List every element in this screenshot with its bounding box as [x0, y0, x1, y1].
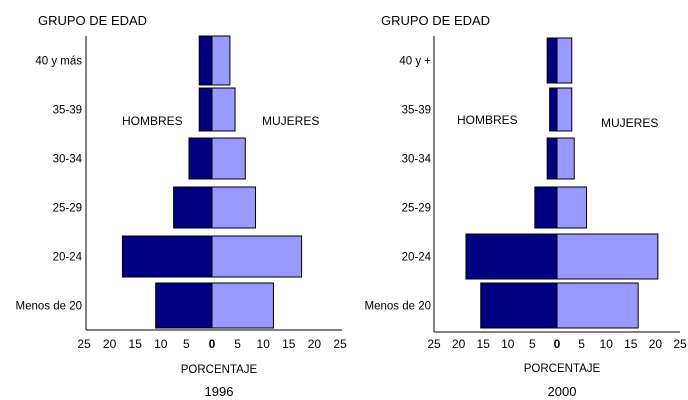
x-tick-label: 15 [282, 337, 296, 351]
x-tick-label: 25 [333, 337, 347, 351]
bar-mujeres-3 [211, 186, 257, 229]
x-tick-label: 10 [257, 337, 271, 351]
category-label: Menos de 20 [16, 301, 83, 313]
x-tick-label: 0 [554, 337, 561, 351]
category-label: 20-24 [402, 252, 432, 264]
bar-hombres-2 [546, 137, 558, 180]
x-tick-label: 25 [673, 337, 687, 351]
x-tick-label: 15 [624, 337, 638, 351]
bar-mujeres-4 [211, 235, 303, 278]
x-axis-title: PORCENTAJE [181, 364, 258, 376]
category-label: 30-34 [402, 154, 432, 166]
x-tick-label: 10 [154, 337, 168, 351]
x-tick-label: 15 [129, 337, 143, 351]
x-tick-label: 5 [578, 337, 585, 351]
x-tick-label: 25 [427, 337, 441, 351]
series-label-hombres: HOMBRES [457, 113, 518, 127]
category-label: Menos de 20 [365, 301, 432, 313]
x-tick-label: 20 [103, 337, 117, 351]
x-tick-label: 15 [477, 337, 491, 351]
bar-mujeres-0 [211, 35, 231, 86]
bar-hombres-4 [121, 235, 213, 278]
bar-hombres-0 [198, 35, 213, 86]
chart-caption: 1996 [205, 384, 234, 399]
bar-hombres-1 [549, 87, 558, 132]
category-label: 25-29 [402, 203, 431, 215]
category-label: 40 y + [399, 56, 431, 68]
bar-mujeres-5 [211, 282, 274, 329]
bar-hombres-5 [480, 282, 558, 329]
bar-hombres-2 [188, 137, 213, 180]
x-tick-label: 20 [452, 337, 466, 351]
bar-group [465, 37, 659, 329]
group-axis-title: GRUPO DE EDAD [381, 13, 490, 28]
bar-hombres-4 [465, 233, 558, 280]
x-axis-title: PORCENTAJE [524, 363, 601, 375]
x-tick-label: 20 [308, 337, 322, 351]
bar-mujeres-2 [556, 137, 575, 180]
bar-hombres-5 [155, 282, 213, 329]
bar-mujeres-4 [556, 233, 659, 280]
category-labels: 40 y + 35-39 30-34 25-29 20-24 Menos de 20 [365, 56, 432, 313]
bar-hombres-1 [198, 87, 213, 132]
x-tick-label: 20 [649, 337, 663, 351]
x-tick-label: 5 [183, 337, 190, 351]
pyramid-chart-2000: GRUPO DE EDAD 40 y + 35-39 30-34 25-29 20-24… [365, 13, 687, 399]
series-label-hombres: HOMBRES [122, 114, 183, 128]
x-tick-labels: 25 20 15 10 5 0 5 10 15 20 25 [427, 337, 687, 351]
category-labels: 40 y más 35-39 30-34 25-29 20-24 Menos de 20 [16, 56, 83, 313]
bar-mujeres-3 [556, 186, 588, 229]
x-tick-label: 10 [501, 337, 515, 351]
x-tick-label: 5 [529, 337, 536, 351]
x-tick-label: 10 [600, 337, 614, 351]
x-tick-labels: 25 20 15 10 5 0 5 10 15 20 25 [77, 337, 347, 351]
bar-mujeres-1 [211, 87, 236, 132]
series-label-mujeres: MUJERES [601, 116, 658, 130]
bar-mujeres-5 [556, 282, 639, 329]
category-label: 35-39 [53, 105, 82, 117]
chart-caption: 2000 [548, 384, 577, 399]
bar-group [121, 35, 303, 329]
series-label-mujeres: MUJERES [262, 114, 319, 128]
bar-mujeres-1 [556, 87, 573, 132]
group-axis-title: GRUPO DE EDAD [38, 13, 147, 28]
bar-hombres-3 [534, 186, 558, 229]
bar-mujeres-2 [211, 137, 246, 180]
x-tick-label: 0 [209, 337, 216, 351]
pyramid-chart-1996: GRUPO DE EDAD 40 y más 35-39 30-34 25-29 20-… [16, 13, 347, 399]
category-label: 30-34 [53, 154, 83, 166]
bar-hombres-0 [546, 37, 558, 84]
category-label: 35-39 [402, 105, 431, 117]
category-label: 40 y más [35, 56, 82, 68]
x-tick-label: 25 [77, 337, 91, 351]
bar-mujeres-0 [556, 37, 573, 84]
bar-hombres-3 [173, 186, 213, 229]
x-tick-label: 5 [234, 337, 241, 351]
category-label: 20-24 [53, 252, 83, 264]
category-label: 25-29 [53, 203, 82, 215]
